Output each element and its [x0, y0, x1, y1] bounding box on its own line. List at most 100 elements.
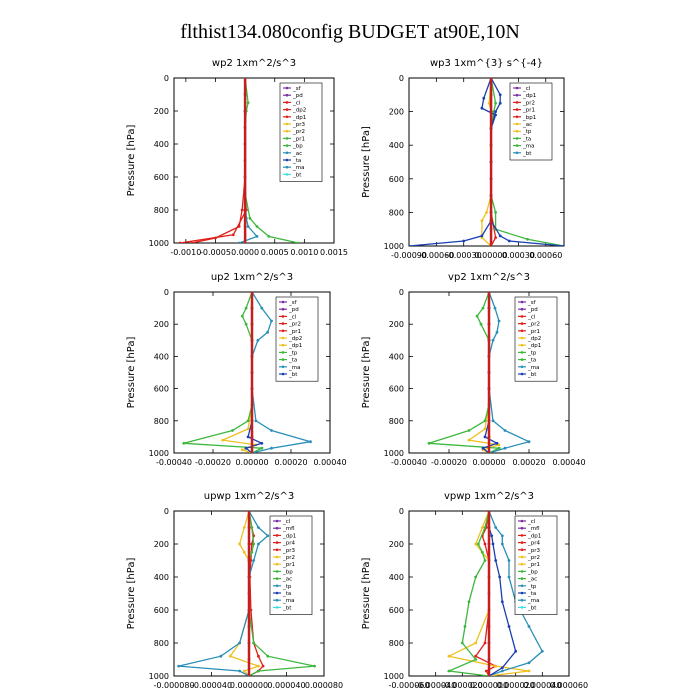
- legend-label: _dp1: [288, 343, 302, 349]
- legend-marker: [520, 336, 524, 340]
- x-tick-label: 0.000040: [523, 681, 561, 690]
- legend-label: _tp: [527, 350, 537, 356]
- series-point: [498, 234, 502, 238]
- x-tick-label: -0.0010: [170, 248, 201, 257]
- legend-label: _mfl: [527, 526, 540, 532]
- series-point: [266, 330, 269, 334]
- series-point: [260, 446, 264, 450]
- y-tick-label: 1000: [149, 449, 169, 458]
- legend-label: _dp1: [292, 115, 306, 121]
- legend-marker: [515, 93, 519, 97]
- x-tick-label: -0.00030: [446, 251, 482, 260]
- y-tick-label: 400: [154, 573, 169, 582]
- x-tick-label: 0.000000: [230, 681, 268, 690]
- legend-label: _dp1: [527, 533, 541, 539]
- legend-marker: [285, 122, 289, 126]
- legend-label: _pr1: [522, 108, 535, 114]
- legend-marker: [275, 606, 279, 609]
- legend-label: _cl: [282, 519, 291, 525]
- series-point: [255, 235, 259, 238]
- series-point: [497, 319, 501, 323]
- series-point: [474, 641, 478, 645]
- series-point: [480, 106, 484, 110]
- x-tick-label: 0.00000: [235, 458, 268, 467]
- legend-label: _pr1: [292, 136, 305, 142]
- series-point: [313, 664, 316, 668]
- series-point: [244, 446, 248, 450]
- panel-title: upwp 1xm^2/s^3: [204, 491, 294, 502]
- legend: _cl_mfl_dp1_pr4_pr3_pr2_pr1_bp_ac_tp_ta_…: [269, 515, 313, 615]
- legend-marker: [520, 534, 524, 537]
- y-tick-label: 0: [164, 507, 169, 516]
- legend-marker: [515, 129, 519, 133]
- series-point: [474, 575, 478, 579]
- series-point: [483, 559, 487, 562]
- chart-panel-6: vpwp 1xm^2/s^3 Pressure [hPa] 0 200 400 600 80…: [361, 491, 588, 690]
- legend-label: _tp: [527, 584, 537, 590]
- legend-label: _bt: [527, 605, 537, 611]
- series-point: [527, 440, 531, 444]
- y-axis-label: Pressure [hPa]: [361, 558, 372, 630]
- legend-label: _pr2: [522, 100, 535, 106]
- series-point: [257, 542, 260, 546]
- legend-marker: [285, 108, 289, 111]
- series-point: [256, 338, 260, 342]
- legend-marker: [520, 584, 524, 588]
- legend-label: _ta: [288, 358, 297, 364]
- legend-marker: [520, 519, 524, 523]
- series-point: [498, 101, 502, 105]
- panels-container: wp2 1xm^2/s^3 Pressure [hPa] 0 200 400 600 800…: [126, 58, 588, 690]
- y-tick-label: 200: [154, 540, 169, 549]
- series-point: [500, 666, 504, 670]
- series-point: [507, 575, 511, 579]
- legend-label: _sf: [292, 86, 302, 92]
- series-point: [221, 438, 225, 442]
- y-tick-label: 800: [389, 639, 404, 648]
- series-point: [309, 440, 312, 444]
- legend-label: _pd: [288, 307, 299, 313]
- x-tick-label: 0.000000: [470, 681, 508, 690]
- legend-marker: [515, 86, 519, 90]
- legend-marker: [520, 307, 524, 311]
- series-point: [250, 526, 254, 529]
- legend-marker: [520, 351, 524, 354]
- series-point: [231, 429, 234, 432]
- series-point: [460, 641, 464, 645]
- series-point: [482, 96, 486, 100]
- series-point: [480, 234, 484, 238]
- y-tick-label: 0: [164, 288, 169, 297]
- series-point: [250, 550, 254, 554]
- series-point: [507, 559, 511, 562]
- legend-marker: [281, 307, 285, 311]
- series-point: [297, 241, 300, 243]
- series-point: [467, 438, 471, 442]
- legend-label: _pr4: [282, 541, 296, 547]
- legend-marker: [285, 101, 289, 104]
- y-axis-label: Pressure [hPa]: [126, 337, 137, 409]
- legend-marker: [281, 365, 285, 369]
- series-point: [190, 241, 194, 243]
- series-line: [248, 511, 264, 676]
- series-point: [498, 575, 502, 579]
- legend-marker: [285, 115, 289, 119]
- series-point: [252, 542, 256, 546]
- legend-label: _pr1: [282, 562, 295, 568]
- y-tick-label: 800: [154, 417, 169, 426]
- legend-marker: [281, 329, 285, 333]
- legend-box: [279, 82, 323, 182]
- legend: _cl_mfl_dp1_pr4_pr3_pr2_pr1_bp_ac_tp_ta_…: [514, 515, 558, 615]
- series-point: [540, 649, 544, 653]
- legend-marker: [285, 151, 289, 155]
- legend-label: _ma: [288, 365, 300, 371]
- series-point: [483, 641, 487, 645]
- legend-marker: [281, 315, 285, 318]
- plot-area: [446, 511, 544, 676]
- series-point: [481, 306, 485, 310]
- series-point: [266, 654, 270, 658]
- series-point: [447, 669, 451, 673]
- legend-marker: [281, 336, 285, 340]
- y-tick-label: 800: [389, 208, 404, 217]
- legend-label: _mfl: [282, 526, 295, 532]
- series-point: [219, 654, 223, 658]
- legend-label: _bp1: [522, 115, 536, 121]
